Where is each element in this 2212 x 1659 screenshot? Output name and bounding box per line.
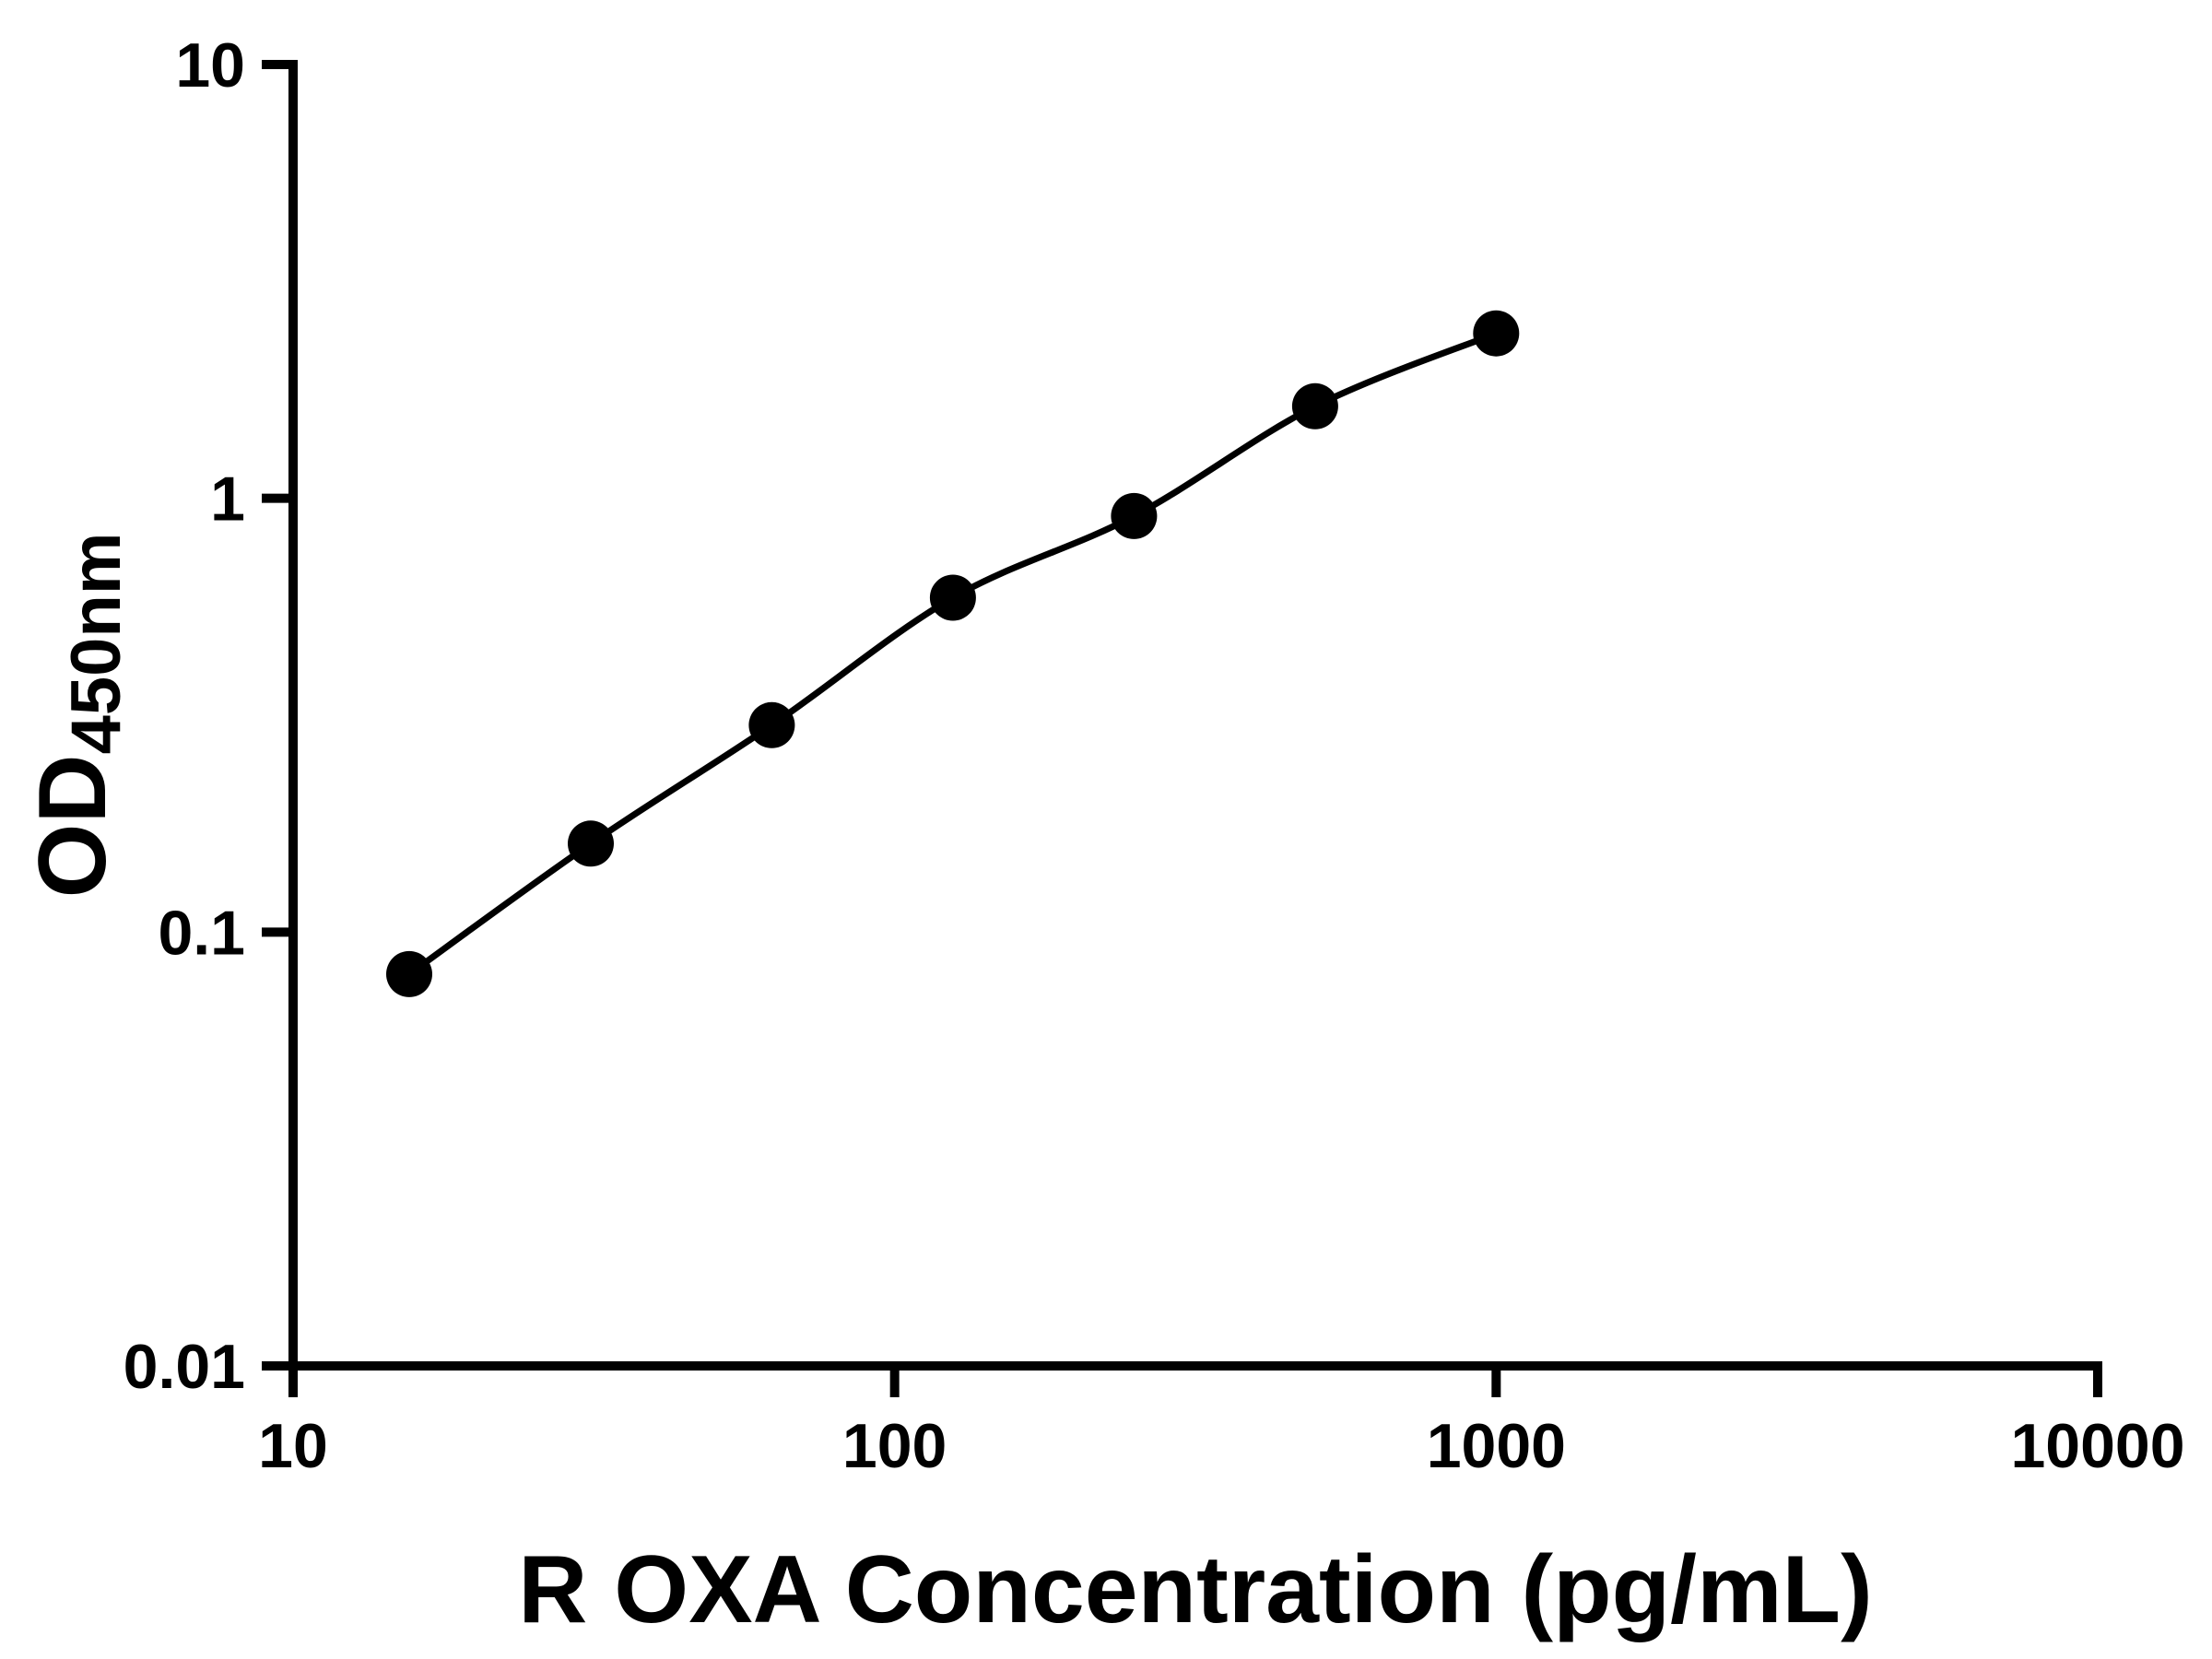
data-point-marker: [568, 820, 614, 867]
y-axis-tick-label: 10: [175, 30, 245, 100]
data-point-marker: [1111, 492, 1158, 539]
y-axis-title: OD450nm: [19, 532, 135, 899]
y-axis-tick-label: 0.1: [158, 898, 245, 968]
data-point-marker: [748, 701, 795, 748]
x-axis-title: R OXA Concentration (pg/mL): [518, 1536, 1873, 1643]
data-point-marker: [929, 574, 976, 621]
data-point-marker: [1473, 310, 1520, 357]
y-axis-tick-label: 0.01: [124, 1332, 245, 1402]
x-axis-tick-label: 100: [842, 1411, 947, 1481]
x-axis-tick-label: 10: [258, 1411, 328, 1481]
x-axis-tick-label: 10000: [2010, 1411, 2184, 1481]
data-point-marker: [386, 950, 432, 997]
axes-frame: [288, 60, 2102, 1371]
fitted-curve-line: [407, 330, 1498, 977]
y-axis-title-main: OD: [19, 754, 126, 899]
data-point-marker: [1291, 382, 1338, 429]
y-axis-title-subscript: 450nm: [57, 532, 135, 755]
x-axis-tick-label: 1000: [1427, 1411, 1566, 1481]
y-axis-tick-label: 1: [210, 465, 245, 535]
